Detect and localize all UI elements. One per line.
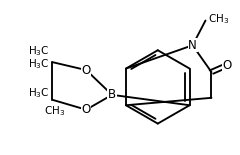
Text: H$_3$C: H$_3$C bbox=[28, 57, 50, 71]
Text: B: B bbox=[108, 88, 116, 101]
Text: H$_3$C: H$_3$C bbox=[28, 44, 50, 58]
Text: CH$_3$: CH$_3$ bbox=[208, 12, 229, 26]
Text: O: O bbox=[82, 103, 91, 116]
Text: O: O bbox=[223, 59, 232, 72]
Text: H$_3$C: H$_3$C bbox=[28, 86, 50, 100]
Text: CH$_3$: CH$_3$ bbox=[44, 104, 65, 118]
Text: O: O bbox=[82, 64, 91, 77]
Text: N: N bbox=[188, 39, 197, 52]
